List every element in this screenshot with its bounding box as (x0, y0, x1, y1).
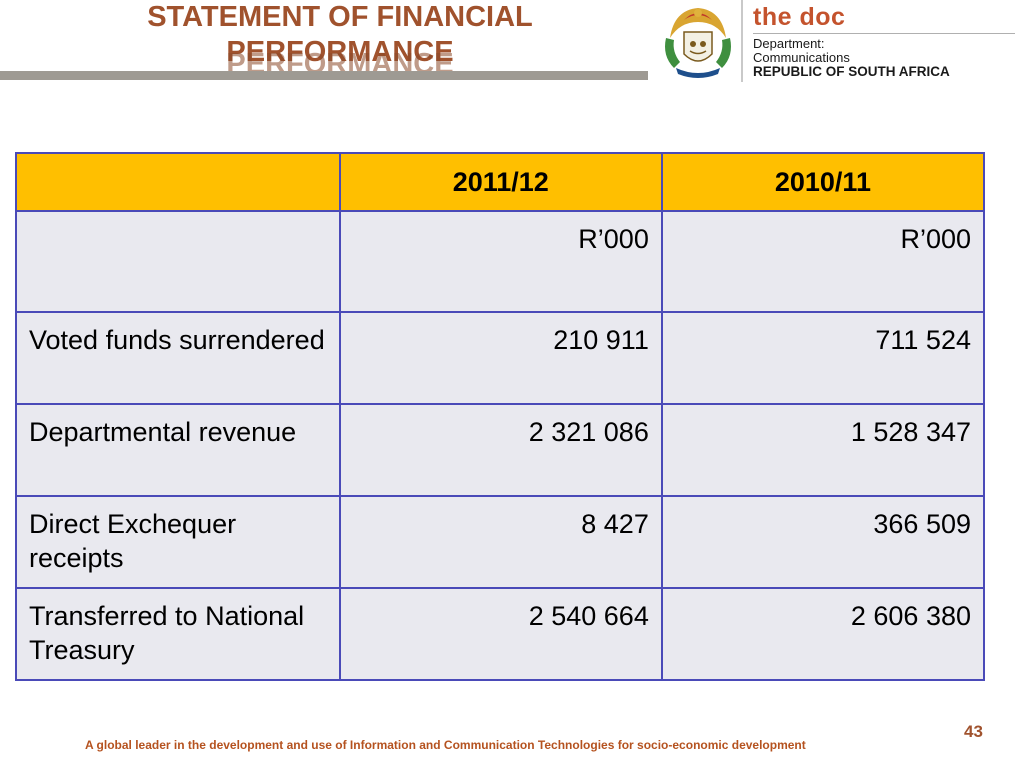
footer-tagline: A global leader in the development and u… (85, 738, 806, 752)
table-row: Transferred to National Treasury 2 540 6… (15, 587, 986, 681)
row-value-2010-11: 366 509 (660, 495, 986, 589)
coat-of-arms-icon (665, 8, 731, 78)
department-logo: the doc Department: Communications REPUB… (655, 0, 1024, 82)
header-cell-label (15, 152, 341, 212)
row-value-2010-11: 711 524 (660, 311, 986, 405)
row-value-2011-12: 8 427 (338, 495, 663, 589)
table-header-row: 2011/12 2010/11 (15, 152, 986, 212)
units-cell-2010-11: R’000 (660, 210, 986, 313)
logo-divider (741, 0, 743, 82)
header-cell-2010-11: 2010/11 (660, 152, 986, 212)
table-row-units: R’000 R’000 (15, 210, 986, 313)
table-row: Departmental revenue 2 321 086 1 528 347 (15, 403, 986, 497)
page-number: 43 (964, 722, 983, 741)
row-label: Transferred to National Treasury (15, 587, 341, 681)
row-value-2010-11: 2 606 380 (660, 587, 986, 681)
slide-title: STATEMENT OF FINANCIAL PERFORMANCE (60, 0, 620, 70)
row-value-2011-12: 2 540 664 (338, 587, 663, 681)
row-label: Voted funds surrendered (15, 311, 341, 405)
dept-label: Department: (753, 36, 825, 51)
slide-title-line2: PERFORMANCE (226, 36, 454, 68)
row-value-2010-11: 1 528 347 (660, 403, 986, 497)
slide-title-line1: STATEMENT OF FINANCIAL (147, 1, 533, 33)
units-cell-label (15, 210, 341, 313)
brand-divider-line (753, 33, 1015, 34)
brand-the: the (753, 3, 792, 31)
brand-wordmark: the doc (753, 3, 845, 32)
row-label: Direct Exchequer receipts (15, 495, 341, 589)
table-row: Direct Exchequer receipts 8 427 366 509 (15, 495, 986, 589)
title-underline-bar (0, 71, 648, 80)
units-cell-2011-12: R’000 (338, 210, 663, 313)
table-row: Voted funds surrendered 210 911 711 524 (15, 311, 986, 405)
row-label: Departmental revenue (15, 403, 341, 497)
header-cell-2011-12: 2011/12 (338, 152, 663, 212)
brand-doc: doc (799, 3, 846, 31)
dept-name: Communications (753, 50, 850, 65)
financial-performance-table: 2011/12 2010/11 R’000 R’000 Voted funds … (15, 152, 986, 681)
country-name: REPUBLIC OF SOUTH AFRICA (753, 64, 950, 79)
row-value-2011-12: 210 911 (338, 311, 663, 405)
row-value-2011-12: 2 321 086 (338, 403, 663, 497)
